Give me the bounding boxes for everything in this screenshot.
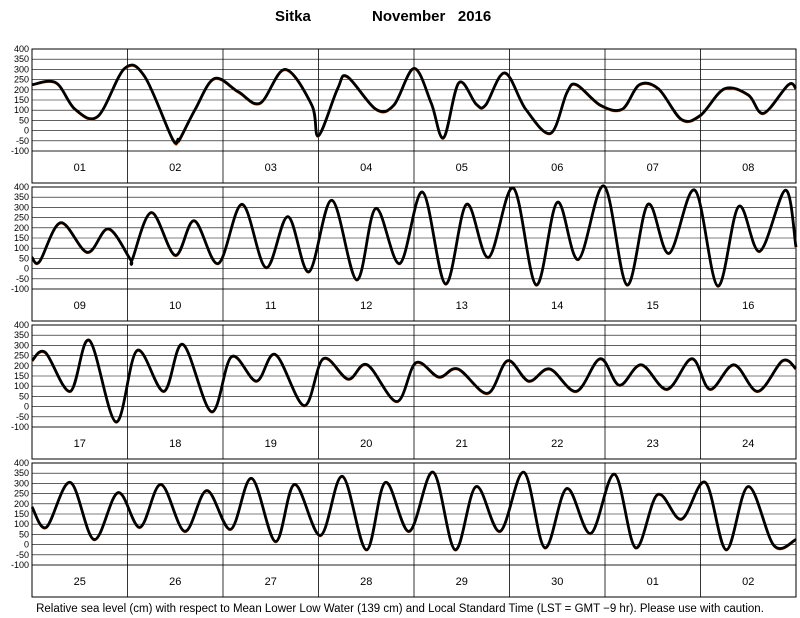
y-tick-label: 400 [14, 44, 29, 54]
x-day-label: 22 [551, 438, 563, 450]
x-day-label: 08 [742, 162, 754, 174]
y-tick-label: 400 [14, 458, 29, 468]
x-day-label: 21 [456, 438, 468, 450]
y-tick-label: 300 [14, 340, 29, 350]
observed-line [30, 470, 797, 552]
panel-frame [31, 186, 797, 322]
y-tick-label: 250 [14, 213, 29, 223]
y-tick-label: 100 [14, 519, 29, 529]
x-day-label: 02 [742, 576, 754, 588]
x-day-label: 18 [169, 438, 181, 450]
y-tick-label: 150 [14, 371, 29, 381]
x-day-label: 09 [74, 300, 86, 312]
x-day-label: 29 [456, 576, 468, 588]
x-day-label: 17 [74, 438, 86, 450]
x-day-label: 01 [74, 162, 86, 174]
x-day-label: 06 [551, 162, 563, 174]
panel-frame [31, 48, 797, 184]
panel-frame [31, 462, 797, 598]
x-day-label: 02 [169, 162, 181, 174]
y-tick-label: 200 [14, 85, 29, 95]
y-tick-label: 200 [14, 361, 29, 371]
y-tick-label: 100 [14, 381, 29, 391]
x-day-label: 19 [265, 438, 277, 450]
y-tick-label: 150 [14, 233, 29, 243]
x-day-label: 16 [742, 300, 754, 312]
y-tick-label: -50 [16, 412, 29, 422]
y-tick-label: 250 [14, 489, 29, 499]
y-tick-label: 50 [19, 115, 29, 125]
y-tick-label: 250 [14, 351, 29, 361]
x-day-label: 07 [647, 162, 659, 174]
y-tick-label: 350 [14, 54, 29, 64]
y-tick-label: -100 [11, 560, 29, 570]
x-day-label: 30 [551, 576, 563, 588]
y-tick-label: 350 [14, 468, 29, 478]
x-day-label: 04 [360, 162, 372, 174]
y-tick-label: 0 [24, 264, 29, 274]
x-day-label: 01 [647, 576, 659, 588]
x-day-label: 14 [551, 300, 563, 312]
y-tick-label: 250 [14, 75, 29, 85]
x-day-label: 27 [265, 576, 277, 588]
x-day-label: 03 [265, 162, 277, 174]
y-tick-label: -50 [16, 274, 29, 284]
y-tick-label: -100 [11, 284, 29, 294]
x-day-label: 24 [742, 438, 754, 450]
y-tick-label: 300 [14, 478, 29, 488]
y-tick-label: -50 [16, 136, 29, 146]
y-tick-label: 100 [14, 243, 29, 253]
x-day-label: 28 [360, 576, 372, 588]
y-tick-label: -50 [16, 550, 29, 560]
y-tick-label: 350 [14, 192, 29, 202]
y-tick-label: -100 [11, 422, 29, 432]
y-tick-label: 0 [24, 126, 29, 136]
footer-caption: Relative sea level (cm) with respect to … [36, 603, 764, 615]
y-tick-label: 0 [24, 540, 29, 550]
y-tick-label: 400 [14, 320, 29, 330]
x-day-label: 15 [647, 300, 659, 312]
x-day-label: 13 [456, 300, 468, 312]
panel-frame [31, 324, 797, 460]
y-tick-label: 200 [14, 499, 29, 509]
y-tick-label: 150 [14, 509, 29, 519]
month-year-title: November 2016 [372, 8, 491, 25]
observed-line [31, 63, 798, 145]
y-tick-label: -100 [11, 146, 29, 156]
y-tick-label: 0 [24, 402, 29, 412]
x-day-label: 25 [74, 576, 86, 588]
x-day-label: 05 [456, 162, 468, 174]
y-tick-label: 50 [19, 391, 29, 401]
y-tick-label: 300 [14, 202, 29, 212]
x-day-label: 20 [360, 438, 372, 450]
y-tick-label: 200 [14, 223, 29, 233]
observed-line [30, 184, 798, 288]
x-day-label: 26 [169, 576, 181, 588]
x-day-label: 11 [265, 300, 276, 312]
y-tick-label: 300 [14, 64, 29, 74]
y-tick-label: 400 [14, 182, 29, 192]
station-title: Sitka [275, 8, 312, 25]
y-tick-label: 50 [19, 253, 29, 263]
y-tick-label: 50 [19, 529, 29, 539]
x-day-label: 12 [360, 300, 372, 312]
y-tick-label: 150 [14, 95, 29, 105]
y-tick-label: 100 [14, 105, 29, 115]
x-day-label: 10 [169, 300, 181, 312]
x-day-label: 23 [647, 438, 659, 450]
observed-line [31, 338, 797, 424]
y-tick-label: 350 [14, 330, 29, 340]
